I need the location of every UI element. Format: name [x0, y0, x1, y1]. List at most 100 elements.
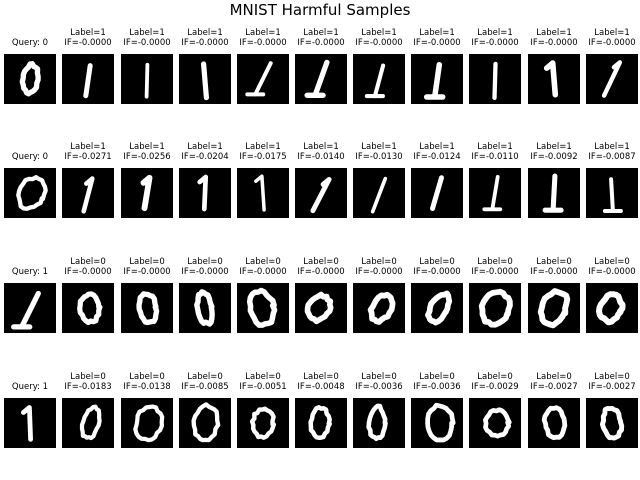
digit-stroke: [19, 61, 41, 97]
digit-stroke: [201, 61, 209, 101]
digit-zero-glyph: [19, 61, 41, 97]
sample-label: Label=0: [419, 372, 455, 382]
sample-digit-image: [469, 398, 521, 448]
digit-stroke: [482, 175, 503, 212]
sample-digit-image: [586, 54, 638, 104]
digit-one-glyph: [370, 176, 388, 214]
influence-score: IF=-0.0000: [297, 38, 345, 48]
digit-stroke: [79, 404, 102, 441]
digit-stroke: [11, 290, 41, 330]
influence-score: IF=-0.0256: [123, 152, 171, 162]
digit-stroke: [81, 176, 95, 214]
sample-label: Label=0: [129, 372, 165, 382]
digit-zero-glyph: [483, 407, 512, 439]
sample-label: Label=1: [245, 28, 281, 38]
sample-label: Label=1: [477, 28, 513, 38]
sample-digit-image: [411, 398, 463, 448]
sample-label: Label=0: [594, 257, 630, 267]
digit-stroke: [370, 176, 388, 214]
sample-label: Label=1: [303, 142, 339, 152]
influence-score: IF=-0.0027: [588, 382, 636, 392]
digit-one-glyph: [543, 60, 559, 98]
sample-label: Label=0: [245, 257, 281, 267]
digit-stroke: [83, 63, 93, 99]
digit-stroke: [483, 407, 512, 439]
digit-one-glyph: [430, 175, 444, 211]
digit-stroke: [364, 63, 386, 99]
sample-digit-image: [586, 168, 638, 218]
sample-label: Label=1: [594, 142, 630, 152]
sample-digit-image: [121, 283, 173, 333]
influence-score: IF=-0.0140: [297, 152, 345, 162]
digit-one-glyph: [310, 176, 332, 214]
digit-stroke: [425, 290, 453, 326]
digit-zero-glyph: [367, 291, 396, 325]
digit-stroke: [601, 60, 623, 98]
influence-score: IF=-0.0085: [181, 382, 229, 392]
sample-label: Label=0: [419, 257, 455, 267]
influence-score: IF=-0.0092: [530, 152, 578, 162]
sample-label: Label=1: [361, 28, 397, 38]
influence-score: IF=-0.0036: [355, 382, 403, 392]
sample-digit-image: [237, 283, 289, 333]
digit-stroke: [304, 291, 334, 325]
digit-stroke: [16, 175, 48, 211]
digit-one-glyph: [601, 60, 623, 98]
influence-score: IF=-0.0000: [471, 38, 519, 48]
digit-stroke: [308, 405, 332, 440]
sample-label: Label=0: [129, 257, 165, 267]
sample-digit-image: [586, 283, 638, 333]
digit-zero-glyph: [541, 405, 568, 441]
influence-score: IF=-0.0051: [239, 382, 287, 392]
query-label: Query: 1: [11, 267, 49, 277]
digit-stroke: [77, 291, 103, 326]
digit-one-glyph: [11, 290, 41, 330]
influence-score: IF=-0.0000: [239, 267, 287, 277]
digit-one-glyph: [542, 173, 564, 213]
digit-stroke: [197, 174, 209, 212]
sample-digit-image: [469, 168, 521, 218]
influence-score: IF=-0.0000: [413, 267, 461, 277]
sample-label: Label=1: [129, 142, 165, 152]
sample-digit-image: [295, 398, 347, 448]
sample-digit-image: [295, 54, 347, 104]
query-label: Query: 1: [11, 382, 49, 392]
digit-one-glyph: [364, 63, 386, 99]
sample-digit-image: [353, 398, 405, 448]
digit-stroke: [542, 173, 564, 213]
digit-zero-glyph: [304, 291, 334, 325]
digit-zero-glyph: [366, 403, 388, 442]
digit-zero-glyph: [599, 405, 625, 441]
sample-digit-image: [121, 54, 173, 104]
sample-label: Label=1: [187, 28, 223, 38]
sample-label: Label=0: [536, 257, 572, 267]
sample-label: Label=0: [536, 372, 572, 382]
digit-one-glyph: [245, 61, 273, 97]
digit-zero-glyph: [425, 290, 453, 326]
digit-one-glyph: [201, 61, 209, 101]
sample-digit-image: [237, 398, 289, 448]
sample-digit-image: [353, 283, 405, 333]
influence-score: IF=-0.0036: [413, 382, 461, 392]
sample-label: Label=0: [303, 372, 339, 382]
digit-zero-glyph: [425, 402, 456, 443]
sample-digit-image: [62, 398, 114, 448]
sample-digit-image: [295, 283, 347, 333]
influence-score: IF=-0.0175: [239, 152, 287, 162]
digit-one-glyph: [423, 61, 446, 100]
digit-stroke: [423, 61, 446, 100]
sample-digit-image: [411, 168, 463, 218]
influence-score: IF=-0.0271: [64, 152, 112, 162]
sample-digit-image: [528, 168, 580, 218]
digit-stroke: [430, 175, 444, 211]
sample-label: Label=0: [477, 372, 513, 382]
sample-label: Label=1: [477, 142, 513, 152]
influence-score: IF=-0.0000: [355, 267, 403, 277]
influence-score: IF=-0.0124: [413, 152, 461, 162]
query-digit-image: [4, 398, 56, 448]
digit-stroke: [249, 406, 276, 440]
sample-label: Label=1: [536, 142, 572, 152]
digit-zero-glyph: [246, 287, 278, 328]
query-digit-image: [4, 54, 56, 104]
influence-score: IF=-0.0000: [239, 38, 287, 48]
